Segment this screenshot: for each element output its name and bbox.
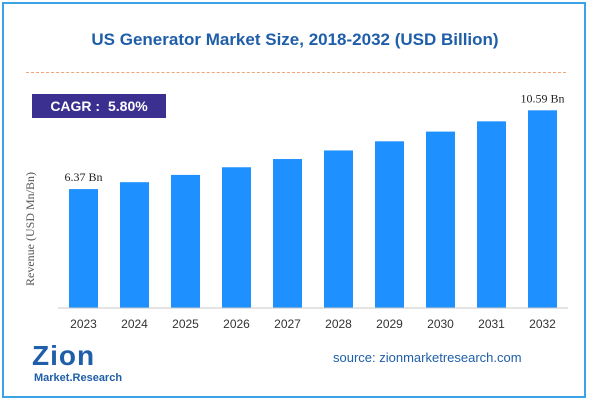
- cagr-badge: CAGR : 5.80%: [32, 94, 166, 118]
- bars-group: [69, 110, 557, 308]
- data-label-2023: 6.37 Bn: [64, 170, 102, 184]
- bar-2029: [375, 141, 404, 308]
- data-label-2032: 10.59 Bn: [520, 91, 564, 105]
- bar-2023: [69, 189, 98, 308]
- title-divider: [26, 72, 566, 73]
- bar-2026: [222, 167, 251, 308]
- y-axis-label: Revenue (USD Mn/Bn): [23, 172, 37, 286]
- x-tick-2027: 2027: [274, 317, 301, 331]
- bar-2025: [171, 174, 200, 308]
- x-tick-2032: 2032: [529, 317, 556, 331]
- x-tick-2030: 2030: [427, 317, 454, 331]
- logo-subtext: Market.Research: [34, 372, 123, 384]
- bar-2028: [324, 150, 353, 308]
- cagr-value: 5.80%: [107, 98, 148, 114]
- x-tick-2024: 2024: [121, 317, 148, 331]
- logo-wordmark: Zion: [32, 340, 96, 371]
- bar-2027: [273, 159, 302, 308]
- bar-2032: [528, 110, 557, 308]
- zion-logo: Zion Market.Research: [30, 340, 130, 390]
- x-tick-2028: 2028: [325, 317, 352, 331]
- source-text: source: zionmarketresearch.com: [333, 350, 522, 365]
- x-tick-2031: 2031: [478, 317, 505, 331]
- bar-2031: [477, 121, 506, 308]
- cagr-label: CAGR :: [50, 98, 101, 114]
- x-tick-2026: 2026: [223, 317, 250, 331]
- x-tick-labels: 2023 2024 2025 2026 2027 2028 2029 2030 2031 2032: [70, 317, 556, 331]
- data-labels: 6.37 Bn 10.59 Bn: [64, 91, 564, 184]
- x-tick-2023: 2023: [70, 317, 97, 331]
- bar-2030: [426, 131, 455, 308]
- chart-title: US Generator Market Size, 2018-2032 (USD…: [91, 30, 499, 49]
- x-tick-2029: 2029: [376, 317, 403, 331]
- bar-2024: [120, 182, 149, 308]
- x-tick-2025: 2025: [172, 317, 199, 331]
